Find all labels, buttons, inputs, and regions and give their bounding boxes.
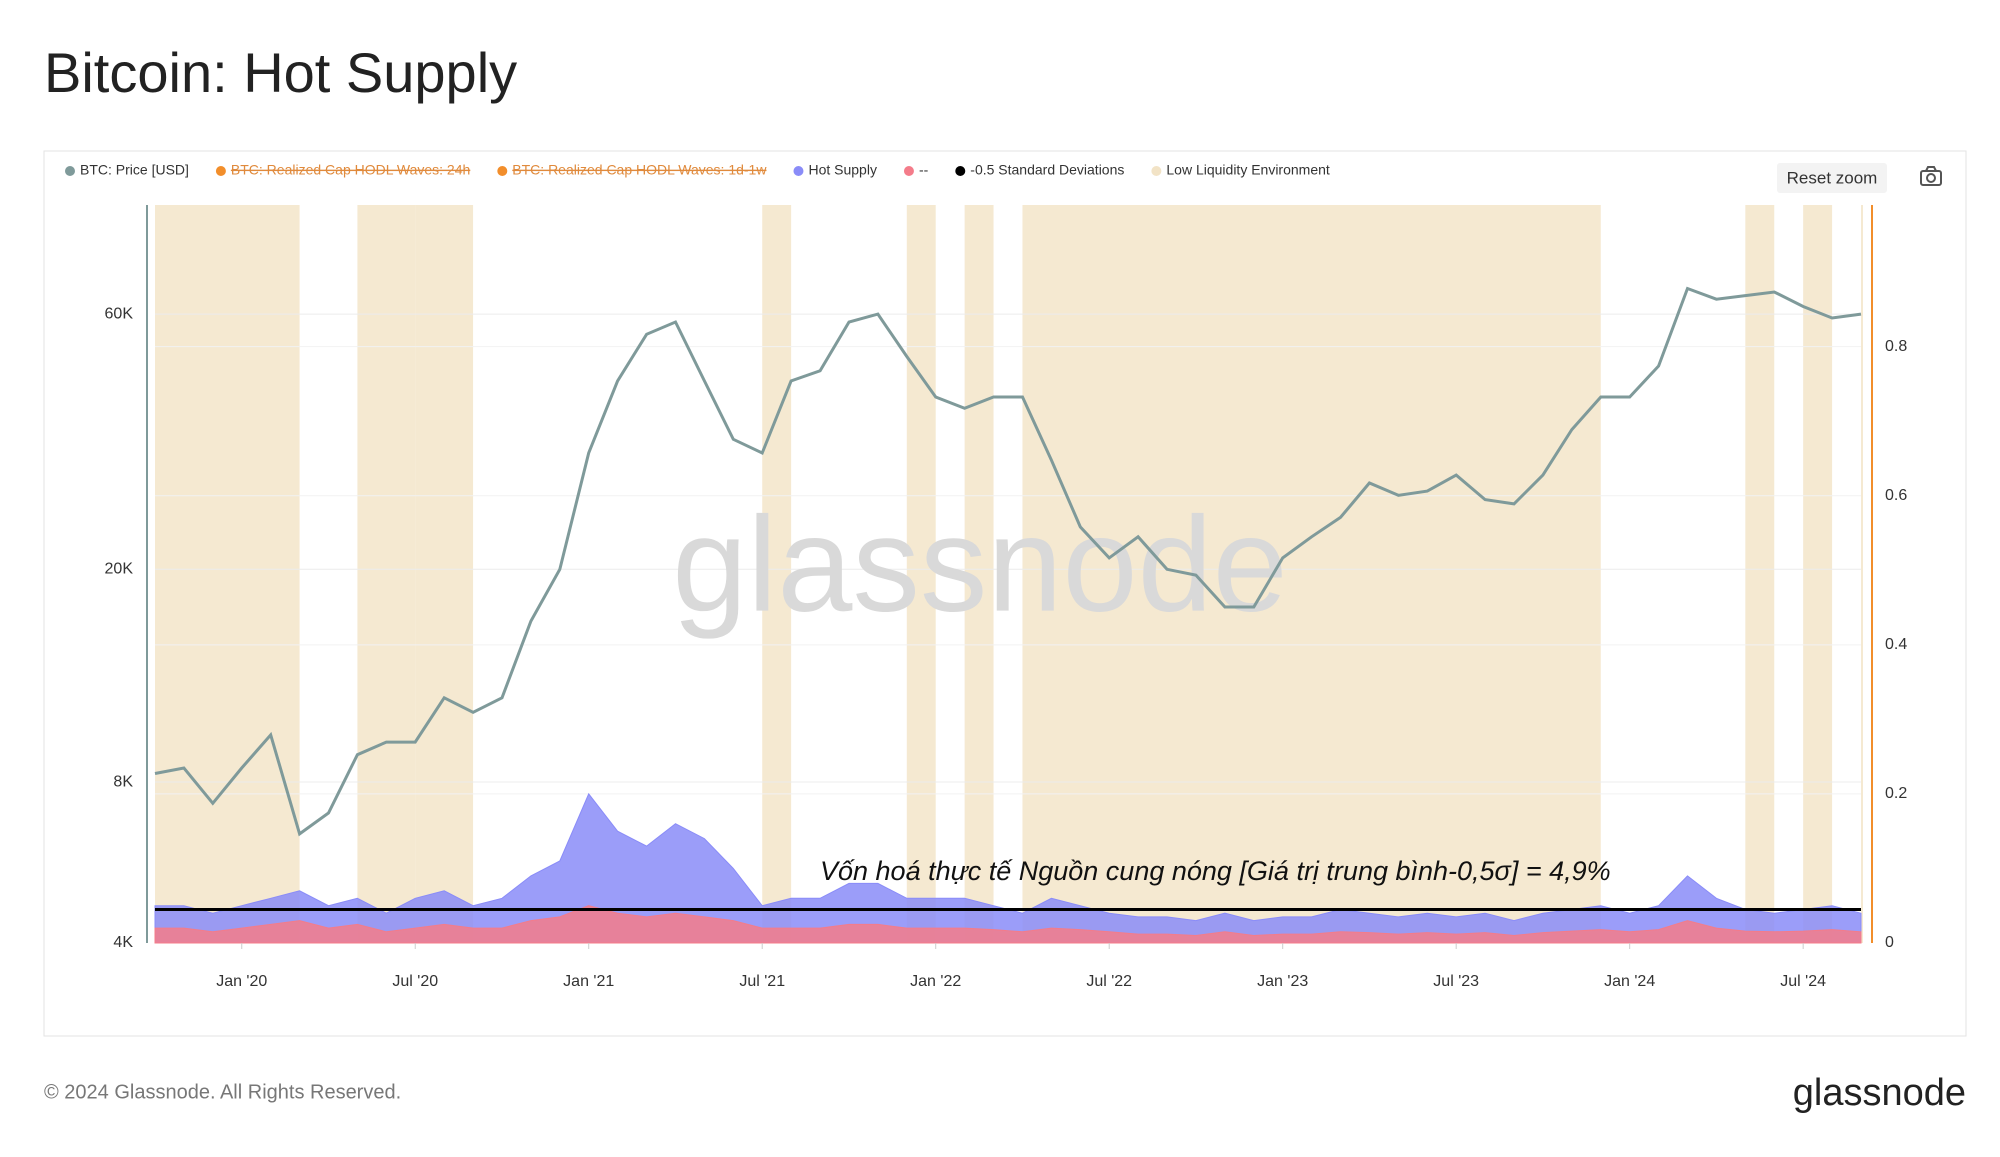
legend-marker: [1151, 166, 1162, 176]
y2-tick-label: 0.8: [1885, 338, 1907, 355]
y2-tick-label: 0.2: [1885, 785, 1907, 802]
y2-tick-label: 0: [1885, 934, 1894, 951]
x-tick-label: Jan '22: [910, 973, 961, 990]
x-tick-label: Jan '21: [563, 973, 614, 990]
low-liquidity-band: [762, 205, 792, 943]
legend-label[interactable]: BTC: Realized Cap HODL Waves: 1d-1w: [512, 162, 767, 178]
reset-zoom-button[interactable]: [1777, 163, 1887, 193]
legend-label[interactable]: -0.5 Standard Deviations: [970, 162, 1124, 178]
low-liquidity-band: [964, 205, 994, 943]
camera-icon[interactable]: [1920, 166, 1942, 186]
x-tick-label: Jan '20: [216, 973, 267, 990]
x-tick-label: Jul '20: [392, 973, 438, 990]
legend-label[interactable]: Low Liquidity Environment: [1166, 162, 1330, 178]
low-liquidity-band: [357, 205, 416, 943]
low-liquidity-band: [906, 205, 936, 943]
low-liquidity-band: [155, 205, 300, 943]
x-tick-label: Jul '24: [1780, 973, 1826, 990]
axes-layer: 4K 8K 20K 60K 0 0.2 0.4 0.6 0.8 Jan '20 Jul '20 Jan…: [105, 205, 1907, 990]
legend-label[interactable]: BTC: Price [USD]: [80, 162, 189, 178]
footer: © 2024 Glassnode. All Rights Reserved.: [44, 1081, 401, 1103]
y-tick-label: 20K: [105, 560, 134, 577]
legend-marker: [955, 166, 966, 176]
reset-zoom-label[interactable]: Reset zoom: [1787, 168, 1878, 187]
logo: glassnode: [1793, 1072, 1966, 1114]
low-liquidity-band: [1861, 205, 1863, 943]
low-liquidity-band: [415, 205, 474, 943]
y-tick-label: 8K: [113, 773, 133, 790]
legend-label[interactable]: Hot Supply: [808, 162, 876, 178]
legend-marker: [497, 166, 508, 176]
y-tick-label: 60K: [105, 305, 134, 322]
y-tick-label: 4K: [113, 934, 133, 951]
legend-marker: [65, 166, 75, 176]
bands-layer: [155, 205, 1863, 943]
legend-marker: [793, 166, 804, 176]
y2-tick-label: 0.4: [1885, 636, 1907, 653]
chart-title: Bitcoin: Hot Supply: [44, 41, 517, 104]
legend-label[interactable]: BTC: Realized Cap HODL Waves: 24h: [231, 162, 470, 178]
x-tick-label: Jan '23: [1257, 973, 1308, 990]
x-tick-label: Jul '23: [1433, 973, 1479, 990]
low-liquidity-band: [1022, 205, 1601, 943]
legend-label[interactable]: --: [919, 162, 929, 178]
area: [154, 905, 1862, 944]
legend: BTC: Price [USD] BTC: Realized Cap HODL W…: [65, 162, 1330, 178]
y2-tick-label: 0.6: [1885, 487, 1907, 504]
low-liquidity-band: [1803, 205, 1833, 943]
low-liquidity-band: [1745, 205, 1775, 943]
annotation: Vốn hoá thực tế Nguồn cung nóng [Giá trị…: [820, 856, 1611, 886]
price-line: [154, 286, 1862, 837]
x-tick-label: Jul '22: [1086, 973, 1132, 990]
x-tick-label: Jul '21: [739, 973, 785, 990]
x-tick-label: Jan '24: [1604, 973, 1655, 990]
watermark: glassnode: [672, 489, 1287, 640]
legend-marker: [215, 166, 226, 176]
legend-marker: [903, 166, 914, 176]
data-layer: [154, 286, 1862, 944]
